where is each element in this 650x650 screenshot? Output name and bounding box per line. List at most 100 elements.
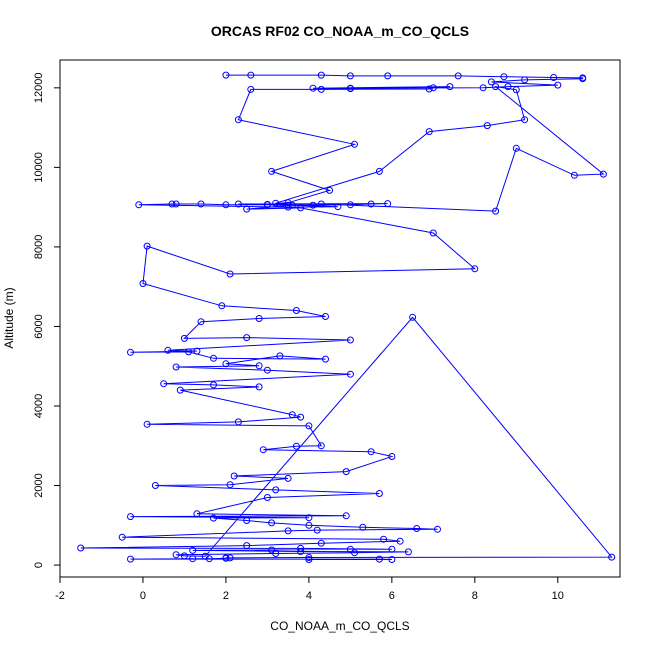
data-point [317,442,325,450]
data-point [193,510,201,518]
data-point [255,362,263,370]
data-point [317,200,325,208]
data-point [346,85,354,93]
data-point [164,346,172,354]
data-point [309,201,317,209]
data-point [346,72,354,80]
data-point [388,545,396,553]
data-point [180,552,188,560]
data-point [127,513,134,521]
data-point [550,74,558,81]
data-point [234,116,242,124]
y-tick-label: 0 [33,562,45,568]
data-point [351,549,358,557]
data-point [375,555,383,563]
data-point [234,418,242,426]
data-point [512,144,520,152]
data-point [346,336,354,344]
y-tick-label: 6000 [33,314,45,338]
data-point [425,128,433,136]
data-point [359,523,367,531]
data-point [268,519,276,527]
plot-frame [59,59,621,578]
data-point [521,116,529,124]
data-point [243,334,251,342]
data-point [404,548,412,556]
data-point [297,544,305,552]
data-point [317,85,325,93]
data-point [272,199,280,207]
data-point [487,78,495,86]
data-point [413,525,421,532]
data-point [127,555,134,563]
data-point [197,200,205,208]
data-point [222,71,230,79]
data-point [434,525,441,533]
data-point [226,270,234,278]
data-point [135,201,143,209]
y-axis-label: Altitude (m) [2,287,16,348]
data-point [234,200,242,208]
data-point [77,544,85,552]
data-point [160,380,168,388]
data-point [243,542,251,550]
data-point [139,280,147,287]
data-point [222,554,230,562]
data-point [579,75,587,83]
data-point [284,474,292,482]
data-point [118,533,126,541]
y-tick-label: 10000 [33,152,45,183]
data-point [143,420,151,428]
data-point [367,448,375,456]
data-point [305,554,313,561]
data-point [429,229,437,237]
data-point [226,481,234,489]
x-axis: -2 0 2 4 6 8 10 [55,577,564,602]
data-point [388,453,396,460]
data-point [570,171,578,179]
data-point [429,84,437,92]
data-point [375,490,383,497]
data-point [492,207,500,215]
data-point [512,86,520,94]
data-point [454,72,462,80]
x-tick-label: 0 [140,590,146,602]
data-point [172,551,180,559]
chart-title: ORCAS RF02 CO_NOAA_m_CO_QCLS [211,23,469,39]
data-point [342,512,350,520]
data-point [243,205,251,213]
data-point [205,555,213,563]
data-point [255,383,263,391]
data-point [263,201,271,209]
data-point [210,381,217,389]
data-point [351,140,358,148]
data-point [255,315,263,322]
x-tick-label: 4 [306,590,312,602]
data-point [247,71,255,79]
data-point [180,334,188,342]
data-point [388,556,396,563]
y-axis: 0 2000 4000 6000 8000 10000 12000 [33,73,60,568]
data-point [172,363,180,371]
data-point [176,386,184,394]
data-point [309,84,317,92]
data-point [284,201,292,209]
data-point [346,201,354,209]
data-point [305,514,313,522]
data-point [375,167,383,175]
data-point [479,84,487,92]
data-point [446,83,454,91]
data-point [189,546,197,554]
data-point [608,553,616,561]
data-point [313,526,321,534]
data-point [151,482,159,489]
data-point [297,413,305,421]
data-point [305,422,313,430]
data-point [268,167,276,175]
data-point [554,81,562,89]
data-point [305,556,313,563]
data-point [222,201,230,209]
data-point [197,318,205,326]
data-point [342,468,350,476]
